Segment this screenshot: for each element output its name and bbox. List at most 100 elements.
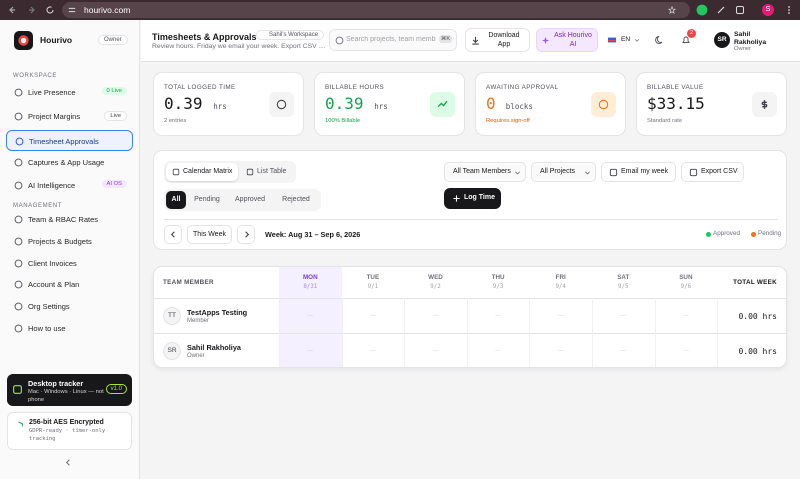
nav-item[interactable]: AI Intelligence AI OS — [6, 175, 133, 196]
day-cell[interactable]: — — [369, 313, 376, 319]
day-cell[interactable]: — — [307, 348, 314, 354]
status-filter[interactable]: Approved — [235, 196, 265, 203]
nav-item[interactable]: Client Invoices — [6, 253, 133, 274]
prev-week[interactable] — [164, 225, 182, 244]
day-cell[interactable]: — — [307, 313, 314, 319]
day-cell[interactable]: — — [495, 313, 502, 319]
icon — [608, 37, 616, 43]
address-bar[interactable]: hourivo.com — [62, 2, 690, 18]
day-cell[interactable]: — — [620, 313, 627, 319]
icon — [68, 7, 76, 13]
stat-note: 100% Billable — [325, 118, 361, 124]
download-button[interactable]: Download App — [465, 28, 530, 52]
day-cell[interactable]: — — [557, 313, 564, 319]
view-tab[interactable]: List Table — [240, 163, 294, 181]
header: Timesheets & Approvals Sahil's Workspace R… — [141, 20, 800, 62]
user-role: Owner — [734, 46, 752, 52]
nav-item[interactable]: Projects & Budgets — [6, 231, 133, 252]
select[interactable]: All Projects — [531, 162, 596, 182]
day-cell[interactable]: — — [620, 348, 627, 354]
icon — [172, 168, 180, 176]
view-tab[interactable]: Calendar Matrix — [166, 163, 238, 181]
icon — [515, 171, 520, 175]
icon — [15, 137, 24, 146]
nav-item[interactable]: Org Settings — [6, 296, 133, 317]
export-button-label: Export CSV — [701, 168, 738, 175]
nav-badge: Live — [104, 111, 127, 121]
icon — [14, 88, 23, 97]
nav-label: Projects & Budgets — [28, 237, 92, 246]
stat-value: 0.39 — [164, 94, 203, 113]
status-filter[interactable]: Rejected — [282, 196, 310, 203]
icon[interactable] — [681, 35, 691, 45]
day-cell[interactable]: — — [432, 348, 439, 354]
tracker-card: Desktop tracker Mac · Windows · Linux — n… — [7, 374, 132, 406]
day-cell[interactable]: — — [495, 348, 502, 354]
day-name: SAT — [617, 274, 630, 281]
member-role: Member — [187, 318, 210, 324]
export-button[interactable]: Export CSV — [681, 162, 744, 182]
language-select[interactable]: EN — [608, 34, 642, 46]
log-time-button[interactable]: Log Time — [444, 188, 501, 209]
status-filter[interactable]: Pending — [194, 196, 220, 203]
stat-note: Standard rate — [647, 118, 683, 124]
nav-item[interactable]: How to use — [6, 318, 133, 339]
legend-label: Approved — [713, 230, 740, 237]
nav-label: How to use — [28, 324, 66, 333]
icon — [18, 35, 29, 46]
nav-item[interactable]: Captures & App Usage — [6, 152, 133, 173]
column-divider — [592, 298, 593, 367]
nav-item[interactable]: Team & RBAC Rates — [6, 209, 133, 230]
url-text: hourivo.com — [84, 5, 131, 15]
day-date: 9/1 — [367, 284, 379, 290]
stat-card: BILLABLE VALUE $33.15 Standard rate — [636, 72, 787, 136]
day-name: MON — [302, 274, 318, 281]
brand: Hourivo — [40, 35, 73, 45]
nav-label: Live Presence — [28, 88, 76, 97]
icon — [668, 6, 676, 14]
status-filters: All Pending Approved Rejected — [164, 189, 321, 211]
day-cell[interactable]: — — [432, 313, 439, 319]
row-total: 0.00 hrs — [738, 347, 777, 356]
stat-icon — [430, 92, 455, 117]
column-divider — [717, 298, 719, 367]
icon — [717, 6, 725, 14]
icon[interactable] — [64, 458, 73, 467]
select[interactable]: All Team Members — [444, 162, 526, 182]
security-title: 256-bit AES Encrypted — [29, 419, 104, 426]
status-filter[interactable]: All — [166, 191, 186, 209]
browser-bar: hourivo.com S — [0, 0, 800, 20]
next-week[interactable] — [237, 225, 255, 244]
nav-label: Client Invoices — [28, 259, 77, 268]
day-cell[interactable]: — — [682, 348, 689, 354]
stat-card: TOTAL LOGGED TIME 0.39 hrs 2 entries — [153, 72, 304, 136]
day-cell[interactable]: — — [369, 348, 376, 354]
icon — [788, 6, 790, 14]
language-label: EN — [621, 36, 631, 43]
day-cell[interactable]: — — [682, 313, 689, 319]
member-header: TEAM MEMBER — [163, 279, 214, 286]
search-box[interactable]: Search projects, team members...⌘K — [329, 29, 457, 51]
header-row — [154, 298, 786, 299]
day-cell[interactable]: — — [557, 348, 564, 354]
stat-unit: hrs — [374, 102, 388, 111]
user-avatar[interactable]: SR — [714, 32, 730, 48]
security-subtitle: GDPR-ready · timer-only tracking — [29, 428, 106, 442]
icon[interactable] — [655, 35, 665, 45]
this-week-button[interactable]: This Week — [187, 225, 232, 244]
ask-ai-button[interactable]: Ask Hourivo AI — [536, 28, 598, 52]
nav-item[interactable]: Account & Plan — [6, 274, 133, 295]
column-divider — [404, 298, 406, 367]
stat-label: BILLABLE HOURS — [325, 84, 385, 91]
icon — [437, 100, 448, 108]
row-divider — [154, 333, 786, 334]
icon — [170, 231, 175, 238]
nav-item[interactable]: Project Margins Live — [6, 106, 133, 127]
nav-item[interactable]: Live Presence 0 Live — [6, 82, 133, 103]
icon — [14, 112, 23, 121]
email-button[interactable]: Email my week — [601, 162, 676, 182]
shortcut: ⌘K — [438, 35, 452, 43]
nav-item[interactable]: Timesheet Approvals — [6, 130, 133, 151]
column-divider — [341, 298, 343, 367]
profile-avatar[interactable]: S — [762, 4, 774, 16]
